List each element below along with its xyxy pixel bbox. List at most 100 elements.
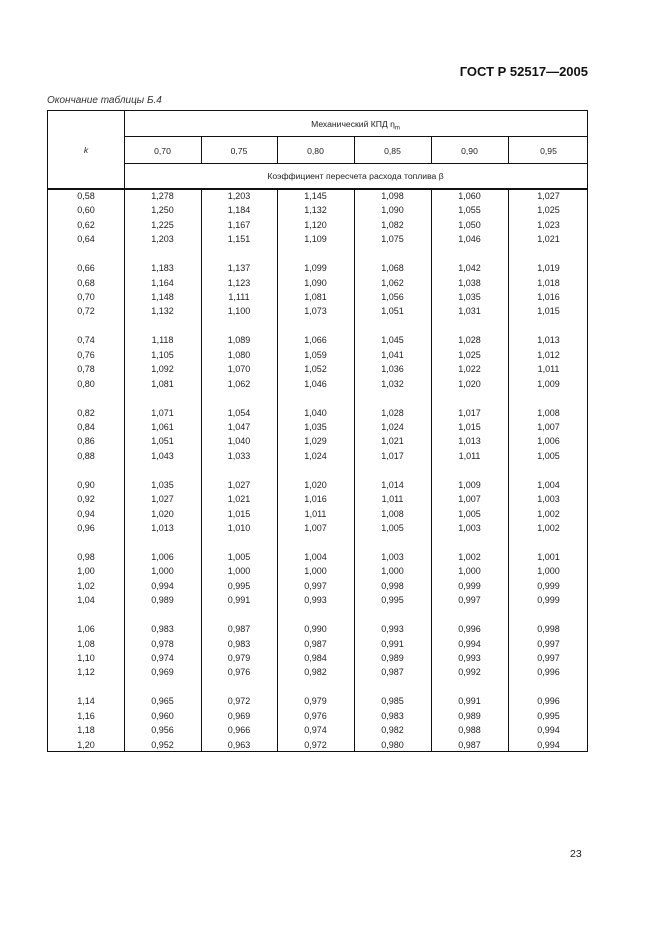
k-value: 0,94 bbox=[77, 508, 95, 519]
coefficient-value: 1,092 bbox=[151, 364, 174, 375]
coefficient-value: 1,005 bbox=[381, 523, 404, 533]
coefficient-value: 1,005 bbox=[458, 508, 481, 519]
coefficient-value: 1,009 bbox=[458, 479, 481, 490]
k-value: 0,74 bbox=[77, 335, 95, 346]
coefficient-value: 1,028 bbox=[458, 335, 481, 346]
column-divider bbox=[201, 136, 202, 163]
k-value: 1,10 bbox=[77, 653, 95, 663]
column-divider bbox=[354, 189, 355, 751]
coefficient-value: 0,988 bbox=[458, 725, 481, 736]
coefficient-value: 1,013 bbox=[458, 436, 481, 447]
coefficient-value: 1,099 bbox=[304, 263, 327, 274]
coefficient-value: 0,987 bbox=[227, 624, 251, 635]
coefficient-value: 1,062 bbox=[381, 277, 404, 288]
coefficient-value: 1,015 bbox=[458, 422, 481, 432]
column-divider bbox=[508, 189, 509, 751]
coefficient-value: 0,982 bbox=[304, 667, 327, 678]
coefficient-value: 1,148 bbox=[151, 292, 174, 302]
coefficient-value: 1,019 bbox=[537, 263, 560, 274]
coefficient-value: 1,184 bbox=[227, 205, 251, 216]
coefficient-value: 0,993 bbox=[304, 595, 327, 606]
efficiency-subscript: m bbox=[394, 125, 400, 132]
column-divider bbox=[277, 136, 278, 163]
k-value: 0,70 bbox=[77, 292, 95, 302]
coefficient-value: 0,991 bbox=[227, 595, 251, 606]
coefficient-value: 1,031 bbox=[458, 306, 481, 317]
coefficient-value: 0,976 bbox=[227, 667, 251, 678]
coefficient-value: 1,089 bbox=[227, 335, 251, 346]
coefficient-value: 1,017 bbox=[381, 450, 404, 461]
header-bottom-rule bbox=[48, 188, 587, 190]
coefficient-value: 1,132 bbox=[304, 205, 327, 216]
coefficient-value: 1,055 bbox=[458, 205, 481, 216]
coefficient-value: 0,965 bbox=[151, 696, 174, 707]
coefficient-value: 0,995 bbox=[227, 580, 251, 591]
coefficient-value: 1,018 bbox=[537, 277, 560, 288]
coefficient-value: 1,059 bbox=[304, 349, 327, 360]
coefficient-value: 0,972 bbox=[304, 739, 327, 750]
coefficient-value: 0,995 bbox=[381, 595, 404, 606]
k-value: 0,86 bbox=[77, 436, 95, 447]
column-header: 0,80 bbox=[307, 146, 324, 156]
coefficient-value: 1,013 bbox=[537, 335, 560, 346]
efficiency-group-header: Механический КПД ηm bbox=[124, 119, 587, 132]
coefficient-value: 1,042 bbox=[458, 263, 481, 274]
coefficient-value: 1,000 bbox=[458, 566, 481, 577]
coefficient-value: 1,075 bbox=[381, 234, 404, 245]
coefficient-value: 0,987 bbox=[381, 667, 404, 678]
coefficient-value: 0,994 bbox=[458, 638, 481, 649]
document-standard-number: ГОСТ Р 52517—2005 bbox=[459, 64, 588, 79]
table-caption: Окончание таблицы Б.4 bbox=[47, 95, 162, 106]
coefficient-value: 1,020 bbox=[458, 378, 481, 389]
coefficient-value: 1,054 bbox=[227, 407, 251, 418]
coefficient-value: 1,040 bbox=[304, 407, 327, 418]
k-value: 1,00 bbox=[77, 566, 95, 577]
k-value: 1,04 bbox=[77, 595, 95, 606]
coefficient-value: 0,980 bbox=[381, 739, 404, 750]
coefficient-value: 1,016 bbox=[537, 292, 560, 302]
coefficient-value: 1,164 bbox=[151, 277, 174, 288]
coefficient-subheader: Коэффициент пересчета расхода топлива β bbox=[267, 171, 444, 181]
coefficient-value: 1,052 bbox=[304, 364, 327, 375]
k-value: 1,18 bbox=[77, 725, 95, 736]
column-divider bbox=[354, 136, 355, 163]
coefficient-value: 1,023 bbox=[537, 219, 560, 230]
coefficient-value: 1,081 bbox=[304, 292, 327, 302]
coefficient-value: 0,996 bbox=[537, 696, 560, 707]
coefficient-value: 1,000 bbox=[227, 566, 251, 577]
coefficient-value: 1,056 bbox=[381, 292, 404, 302]
k-value: 0,98 bbox=[77, 552, 95, 562]
coefficient-value: 1,005 bbox=[537, 450, 560, 461]
coefficient-value: 1,036 bbox=[381, 364, 404, 375]
coefficient-value: 1,004 bbox=[537, 479, 560, 490]
coefficient-value: 0,994 bbox=[537, 725, 560, 736]
k-value: 0,60 bbox=[77, 205, 95, 216]
k-value: 1,08 bbox=[77, 638, 95, 649]
coefficient-value: 0,969 bbox=[227, 710, 251, 721]
coefficient-value: 1,007 bbox=[458, 494, 481, 505]
k-value: 1,06 bbox=[77, 624, 95, 635]
coefficient-value: 1,061 bbox=[151, 422, 174, 432]
coefficient-value: 1,000 bbox=[537, 566, 560, 577]
coefficient-value: 1,082 bbox=[381, 219, 404, 230]
coefficient-value: 1,003 bbox=[537, 494, 560, 505]
coefficient-value: 1,000 bbox=[151, 566, 174, 577]
coefficient-value: 0,956 bbox=[151, 725, 174, 736]
coefficient-value: 1,183 bbox=[151, 263, 174, 274]
coefficient-value: 1,132 bbox=[151, 306, 174, 317]
coefficient-value: 1,035 bbox=[458, 292, 481, 302]
k-value: 0,78 bbox=[77, 364, 95, 375]
coefficient-value: 1,017 bbox=[458, 407, 481, 418]
coefficient-value: 0,966 bbox=[227, 725, 251, 736]
k-value: 0,66 bbox=[77, 263, 95, 274]
coefficient-value: 0,994 bbox=[537, 739, 560, 750]
coefficient-value: 1,021 bbox=[537, 234, 560, 245]
coefficient-value: 0,984 bbox=[304, 653, 327, 663]
coefficient-value: 0,997 bbox=[458, 595, 481, 606]
coefficient-value: 1,035 bbox=[151, 479, 174, 490]
k-value: 0,82 bbox=[77, 407, 95, 418]
coefficient-table: k Механический КПД ηm Коэффициент пересч… bbox=[47, 110, 588, 752]
coefficient-value: 1,000 bbox=[304, 566, 327, 577]
coefficient-value: 1,015 bbox=[227, 508, 251, 519]
coefficient-value: 1,003 bbox=[381, 552, 404, 562]
